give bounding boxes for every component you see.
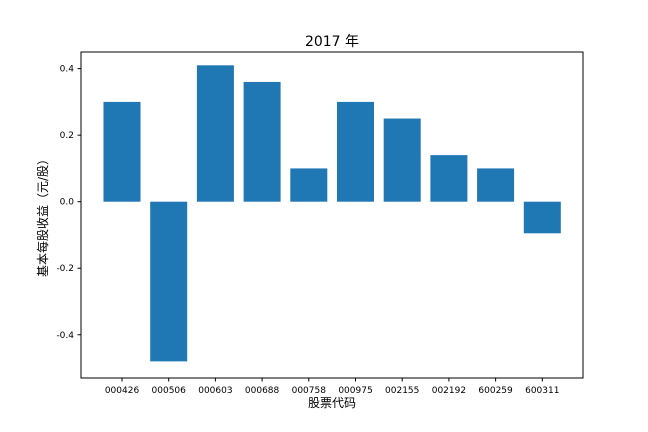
chart-title: 2017 年 <box>305 34 359 50</box>
x-tick-label: 600311 <box>525 386 559 396</box>
x-tick-label: 000975 <box>338 386 372 396</box>
bar-000603 <box>196 65 234 202</box>
x-tick-label: 000506 <box>152 386 187 396</box>
x-tick-label: 000758 <box>292 386 327 396</box>
bar-000688 <box>243 81 281 202</box>
y-tick-label: 0.0 <box>60 198 75 208</box>
x-tick-label: 000688 <box>245 386 280 396</box>
bar-600259 <box>477 168 515 202</box>
bar-000506 <box>150 201 188 362</box>
bar-002155 <box>383 118 421 202</box>
bar-000758 <box>290 168 328 202</box>
bar-000975 <box>337 101 374 202</box>
x-tick-label: 000426 <box>105 386 140 396</box>
y-tick-label: -0.4 <box>56 331 74 341</box>
bar-000426 <box>103 101 141 202</box>
x-tick-label: 002192 <box>432 386 466 396</box>
plot-frame <box>80 51 584 379</box>
x-axis-label: 股票代码 <box>308 396 356 410</box>
bar-600311 <box>523 201 561 234</box>
y-tick-label: 0.4 <box>60 65 75 75</box>
x-tick-label: 000603 <box>198 386 232 396</box>
bars-group <box>103 65 561 362</box>
y-axis-label: 基本每股收益（元/股） <box>35 153 50 277</box>
y-tick-label: -0.2 <box>56 264 74 274</box>
x-tick-label: 600259 <box>478 386 513 396</box>
bar-002192 <box>430 155 468 202</box>
x-axis-ticks: 000426 000506 000603 000688 000758 000975 0021… <box>105 378 559 396</box>
y-axis-ticks: -0.4 -0.2 0.0 0.2 0.4 <box>56 65 81 341</box>
y-tick-label: 0.2 <box>60 131 74 141</box>
x-tick-label: 002155 <box>385 386 419 396</box>
